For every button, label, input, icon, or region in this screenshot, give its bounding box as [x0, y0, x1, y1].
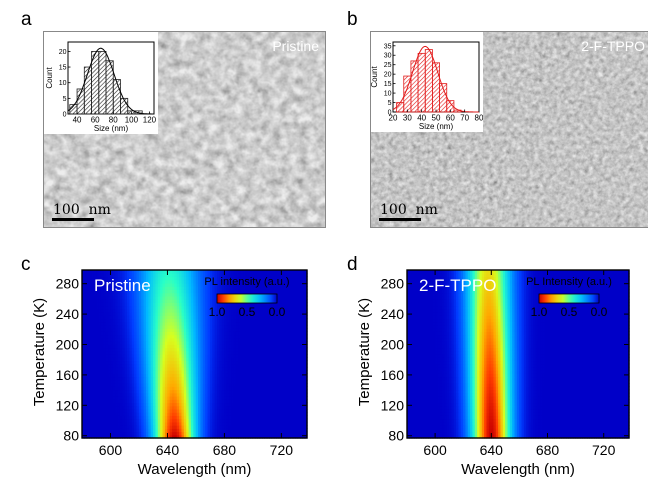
- y-tick-label: 20: [384, 72, 392, 79]
- panel-letter-a: a: [21, 9, 32, 31]
- histogram-bar: [411, 61, 418, 112]
- histogram-bar: [432, 63, 439, 112]
- y-tick-label: 0: [63, 112, 67, 119]
- histogram-bar: [425, 50, 432, 112]
- y-tick-label: 30: [384, 53, 392, 60]
- sample-label-pristine: Pristine: [272, 38, 319, 54]
- x-tick-label: 30: [403, 114, 412, 123]
- x-tick-label: 40: [73, 116, 82, 125]
- scale-bar-label: 100 nm: [53, 202, 111, 218]
- y-tick-label: 5: [63, 96, 67, 103]
- y-tick-label: 15: [384, 81, 392, 88]
- histogram-bar: [99, 51, 106, 114]
- x-tick-label: 120: [143, 116, 157, 125]
- panel-letter-b: b: [347, 9, 358, 31]
- sample-label-2ftppo: 2-F-TPPO: [581, 38, 645, 54]
- histogram-bar: [113, 80, 120, 114]
- histogram-bar: [418, 53, 425, 112]
- x-axis-title: Size (nm): [94, 124, 129, 133]
- y-tick-label: 10: [59, 80, 67, 87]
- y-axis-title: Count: [45, 67, 54, 89]
- x-axis-title: Size (nm): [419, 122, 454, 131]
- x-tick-label: 70: [460, 114, 469, 123]
- y-tick-label: 0: [388, 110, 392, 117]
- y-axis-title: Count: [371, 66, 379, 88]
- y-tick-label: 5: [388, 100, 392, 107]
- y-tick-label: 10: [384, 91, 392, 98]
- histogram-bar: [397, 103, 404, 112]
- y-tick-label: 35: [384, 43, 392, 50]
- scale-bar-label: 100 nm: [380, 202, 438, 218]
- scale-bar: [379, 218, 421, 221]
- y-tick-label: 25: [384, 62, 392, 69]
- x-tick-label: 80: [475, 114, 483, 123]
- y-tick-label: 15: [59, 65, 67, 72]
- y-tick-label: 20: [59, 49, 67, 56]
- scale-bar: [52, 218, 94, 221]
